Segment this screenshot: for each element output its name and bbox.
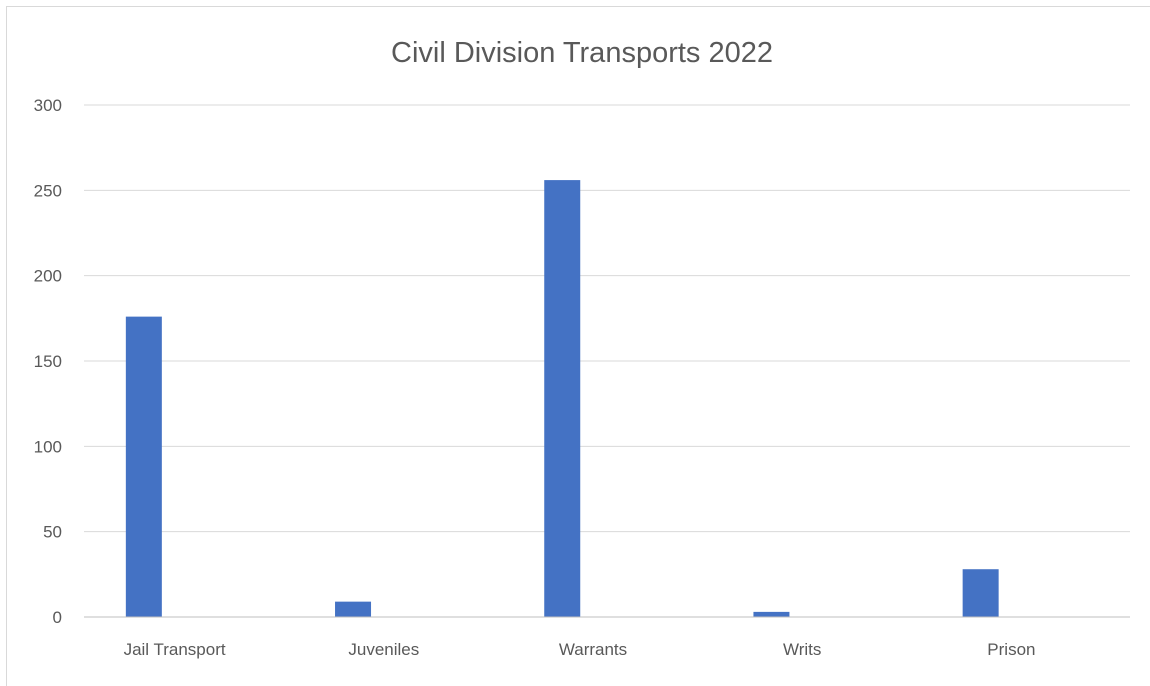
y-tick-label: 0 — [53, 608, 62, 627]
y-tick-label: 150 — [34, 352, 62, 371]
chart-title: Civil Division Transports 2022 — [391, 37, 773, 69]
bar-warrants — [544, 180, 581, 618]
chart-frame — [6, 6, 1150, 686]
bar-jail-transport — [125, 316, 162, 617]
x-tick-label: Juveniles — [348, 640, 419, 659]
y-tick-label: 50 — [43, 523, 62, 542]
y-tick-label: 250 — [34, 181, 62, 200]
y-axis-tick-labels: 0 50 100 150 200 250 300 — [34, 96, 62, 627]
bar-prison — [962, 569, 999, 617]
x-axis-tick-labels: Jail Transport Juveniles Warrants Writs Pris… — [124, 640, 1036, 659]
x-tick-label: Prison — [987, 640, 1035, 659]
bars — [125, 180, 999, 618]
y-tick-label: 300 — [34, 96, 62, 115]
x-tick-label: Warrants — [559, 640, 627, 659]
y-tick-label: 200 — [34, 267, 62, 286]
gridlines — [84, 104, 1130, 533]
bar-writs — [753, 611, 790, 617]
x-tick-label: Jail Transport — [124, 640, 226, 659]
y-tick-label: 100 — [34, 437, 62, 456]
x-tick-label: Writs — [783, 640, 821, 659]
bar-juveniles — [335, 601, 372, 617]
